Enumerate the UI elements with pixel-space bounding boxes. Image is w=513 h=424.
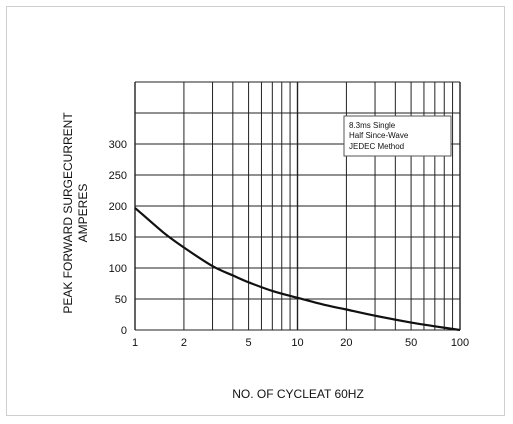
x-axis-title: NO. OF CYCLEAT 60HZ (232, 387, 364, 401)
x-tick-label: 100 (451, 337, 469, 349)
x-tick-label: 20 (340, 337, 352, 349)
y-axis-title-line-1: PEAK FORWARD SURGECURRENT (61, 112, 75, 314)
x-tick-labels: 1 2 5 10 20 50 100 (132, 337, 469, 349)
annotation-line-1: 8.3ms Single (349, 121, 396, 130)
x-tick-label: 2 (181, 337, 187, 349)
y-tick-label: 100 (109, 263, 127, 275)
annotation-line-2: Half Since-Wave (349, 131, 409, 140)
x-tick-label: 5 (246, 337, 252, 349)
y-tick-label: 200 (109, 201, 127, 213)
x-tick-label: 10 (291, 337, 303, 349)
y-axis-title-line-2: AMPERES (76, 184, 90, 243)
x-tick-label: 50 (405, 337, 417, 349)
y-tick-labels: 0 50 100 150 200 250 300 (109, 139, 127, 337)
annotation-line-3: JEDEC Method (349, 142, 404, 151)
y-tick-label: 150 (109, 232, 127, 244)
x-tick-label: 1 (132, 337, 138, 349)
y-tick-label: 0 (121, 325, 127, 337)
y-tick-label: 50 (115, 294, 127, 306)
y-tick-label: 300 (109, 139, 127, 151)
y-tick-label: 250 (109, 170, 127, 182)
